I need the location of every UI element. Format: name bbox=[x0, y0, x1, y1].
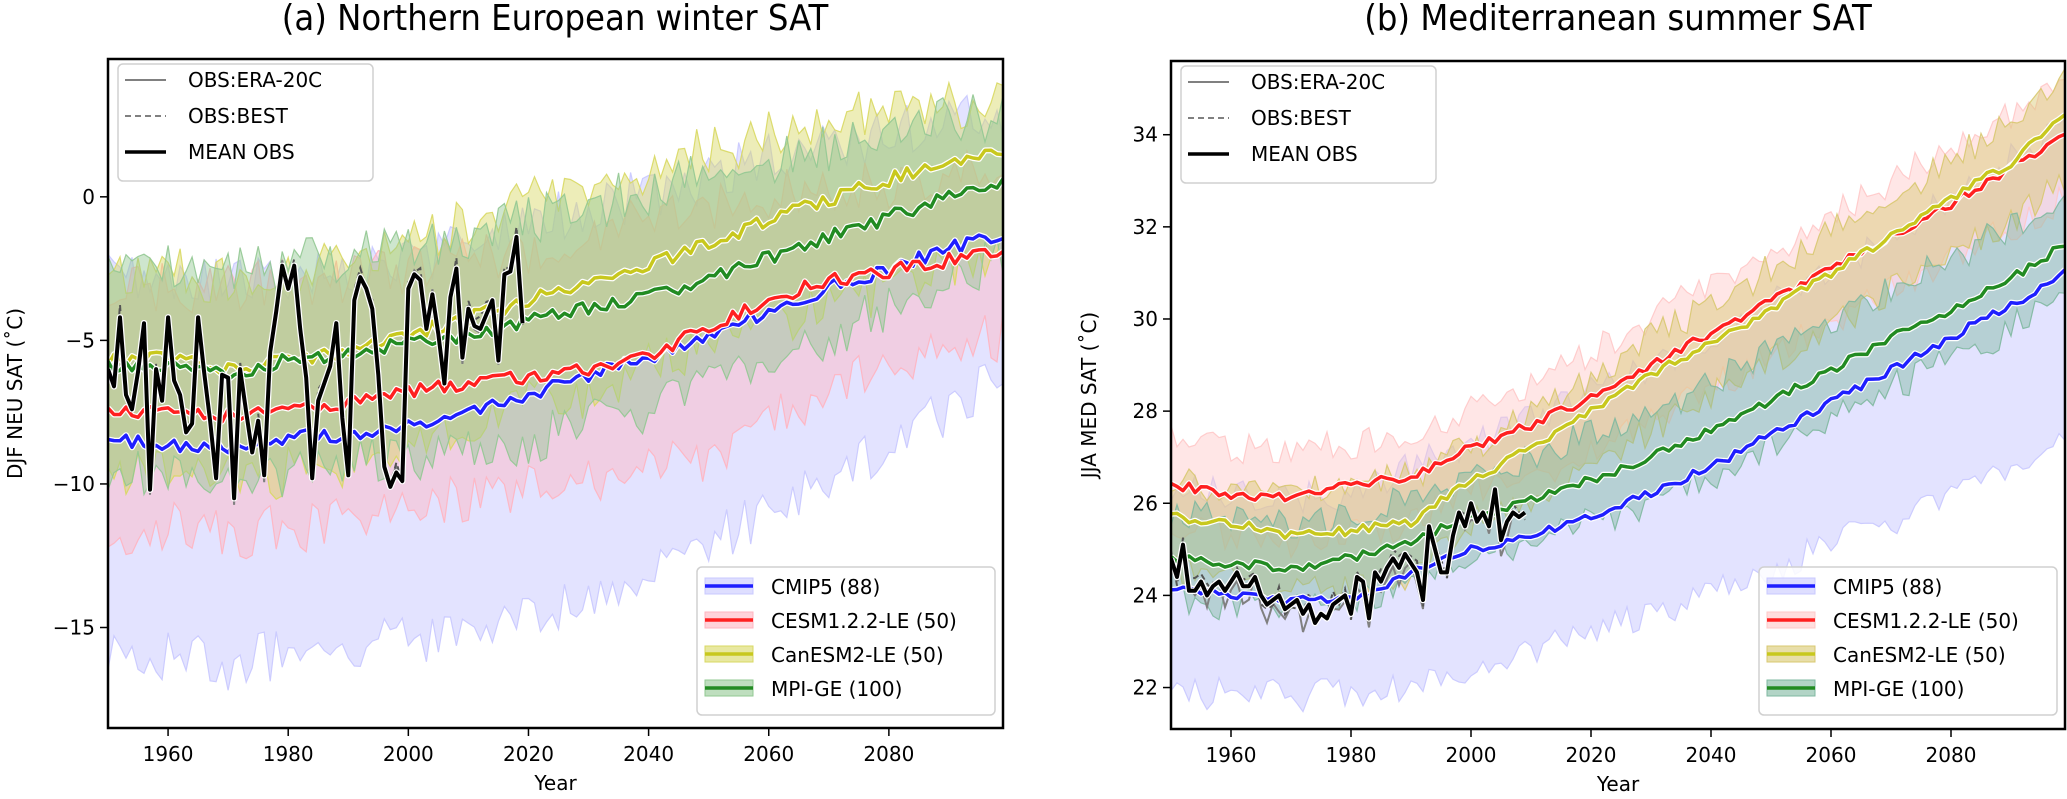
chart-title: (a) Northern European winter SAT bbox=[282, 0, 829, 39]
x-tick-label: 2040 bbox=[623, 742, 674, 766]
legend-label: OBS:ERA-20C bbox=[188, 68, 322, 92]
y-axis-label: DJF NEU SAT (˚C) bbox=[3, 308, 27, 479]
y-tick-label: 0 bbox=[82, 185, 95, 209]
x-tick-label: 1960 bbox=[1206, 743, 1257, 767]
x-tick-label: 2040 bbox=[1686, 743, 1737, 767]
y-tick-label: 32 bbox=[1133, 215, 1158, 239]
x-tick-label: 1980 bbox=[263, 742, 314, 766]
panel-a: 1960 1980 2000 2020 2040 2060 2080 0 −5 −10 −15 Yea… bbox=[3, 0, 1005, 795]
x-tick-label: 2080 bbox=[1926, 743, 1977, 767]
x-tick-label: 2000 bbox=[1446, 743, 1497, 767]
line-mean-obs bbox=[1171, 487, 1527, 625]
legend-label: CMIP5 (88) bbox=[1833, 575, 1942, 599]
y-tick-label: 22 bbox=[1133, 676, 1158, 700]
axes-frame bbox=[1169, 59, 2067, 731]
legend-models: CMIP5 (88) CESM1.2.2-LE (50) CanESM2-LE (5… bbox=[696, 566, 996, 716]
plot-area bbox=[1171, 67, 2065, 713]
x-tick-label: 2020 bbox=[1566, 743, 1617, 767]
y-tick-label: −10 bbox=[53, 472, 95, 496]
legend-obs: OBS:ERA-20C OBS:BEST MEAN OBS bbox=[1180, 65, 1437, 184]
plot-area bbox=[108, 80, 1003, 691]
x-tick-label: 2080 bbox=[863, 742, 914, 766]
y-axis-label: JJA MED SAT (˚C) bbox=[1077, 312, 1101, 480]
panel-b: 1960 1980 2000 2020 2040 2060 2080 22 24 26 28 30 32… bbox=[1077, 0, 2067, 796]
x-tick-label: 2020 bbox=[503, 742, 554, 766]
x-tick-label: 1960 bbox=[143, 742, 194, 766]
band-mpi-ge bbox=[1171, 193, 2065, 621]
mean-line-cmip5 bbox=[1171, 268, 2065, 606]
y-tick-label: 30 bbox=[1133, 307, 1158, 331]
x-axis-label: Year bbox=[533, 771, 577, 795]
legend-box bbox=[117, 63, 374, 182]
legend-label: OBS:ERA-20C bbox=[1251, 70, 1385, 94]
y-tick-label: −15 bbox=[53, 616, 95, 640]
line-mean-obs bbox=[108, 235, 525, 501]
chart-title: (b) Mediterranean summer SAT bbox=[1364, 0, 1872, 39]
y-tick-label: 28 bbox=[1133, 399, 1158, 423]
axes-frame bbox=[106, 57, 1005, 730]
legend-box bbox=[696, 566, 996, 716]
x-tick-label: 2060 bbox=[1806, 743, 1857, 767]
legend-label: MPI-GE (100) bbox=[1833, 677, 1964, 701]
legend-box bbox=[1180, 65, 1437, 184]
x-tick-label: 2060 bbox=[743, 742, 794, 766]
legend-label: MPI-GE (100) bbox=[771, 677, 902, 701]
mean-line-cesm1.2.2-le bbox=[108, 247, 1003, 424]
x-tick-label: 1980 bbox=[1326, 743, 1377, 767]
legend-label: OBS:BEST bbox=[1251, 106, 1352, 130]
legend-models: CMIP5 (88) CESM1.2.2-LE (50) CanESM2-LE (5… bbox=[1758, 566, 2058, 716]
y-tick-label: 34 bbox=[1133, 123, 1158, 147]
y-tick-label: 26 bbox=[1133, 491, 1158, 515]
mean-line-mpi-ge bbox=[1171, 244, 2065, 573]
legend-label: CESM1.2.2-LE (50) bbox=[1833, 609, 2019, 633]
legend-obs: OBS:ERA-20C OBS:BEST MEAN OBS bbox=[117, 63, 374, 182]
legend-label: MEAN OBS bbox=[1251, 142, 1358, 166]
y-tick-label: 24 bbox=[1133, 583, 1158, 607]
mean-line-canesm2-le bbox=[1171, 113, 2065, 540]
x-tick-label: 2000 bbox=[383, 742, 434, 766]
legend-label: CMIP5 (88) bbox=[771, 575, 880, 599]
legend-label: CanESM2-LE (50) bbox=[771, 643, 944, 667]
legend-label: MEAN OBS bbox=[188, 140, 295, 164]
legend-label: OBS:BEST bbox=[188, 104, 289, 128]
mean-line-mpi-ge bbox=[108, 177, 1003, 382]
y-tick-label: −5 bbox=[66, 328, 95, 352]
legend-box bbox=[1758, 566, 2058, 716]
x-axis-label: Year bbox=[1596, 772, 1640, 796]
legend-label: CanESM2-LE (50) bbox=[1833, 643, 2006, 667]
mean-line-cmip5 bbox=[108, 233, 1003, 455]
legend-label: CESM1.2.2-LE (50) bbox=[771, 609, 957, 633]
